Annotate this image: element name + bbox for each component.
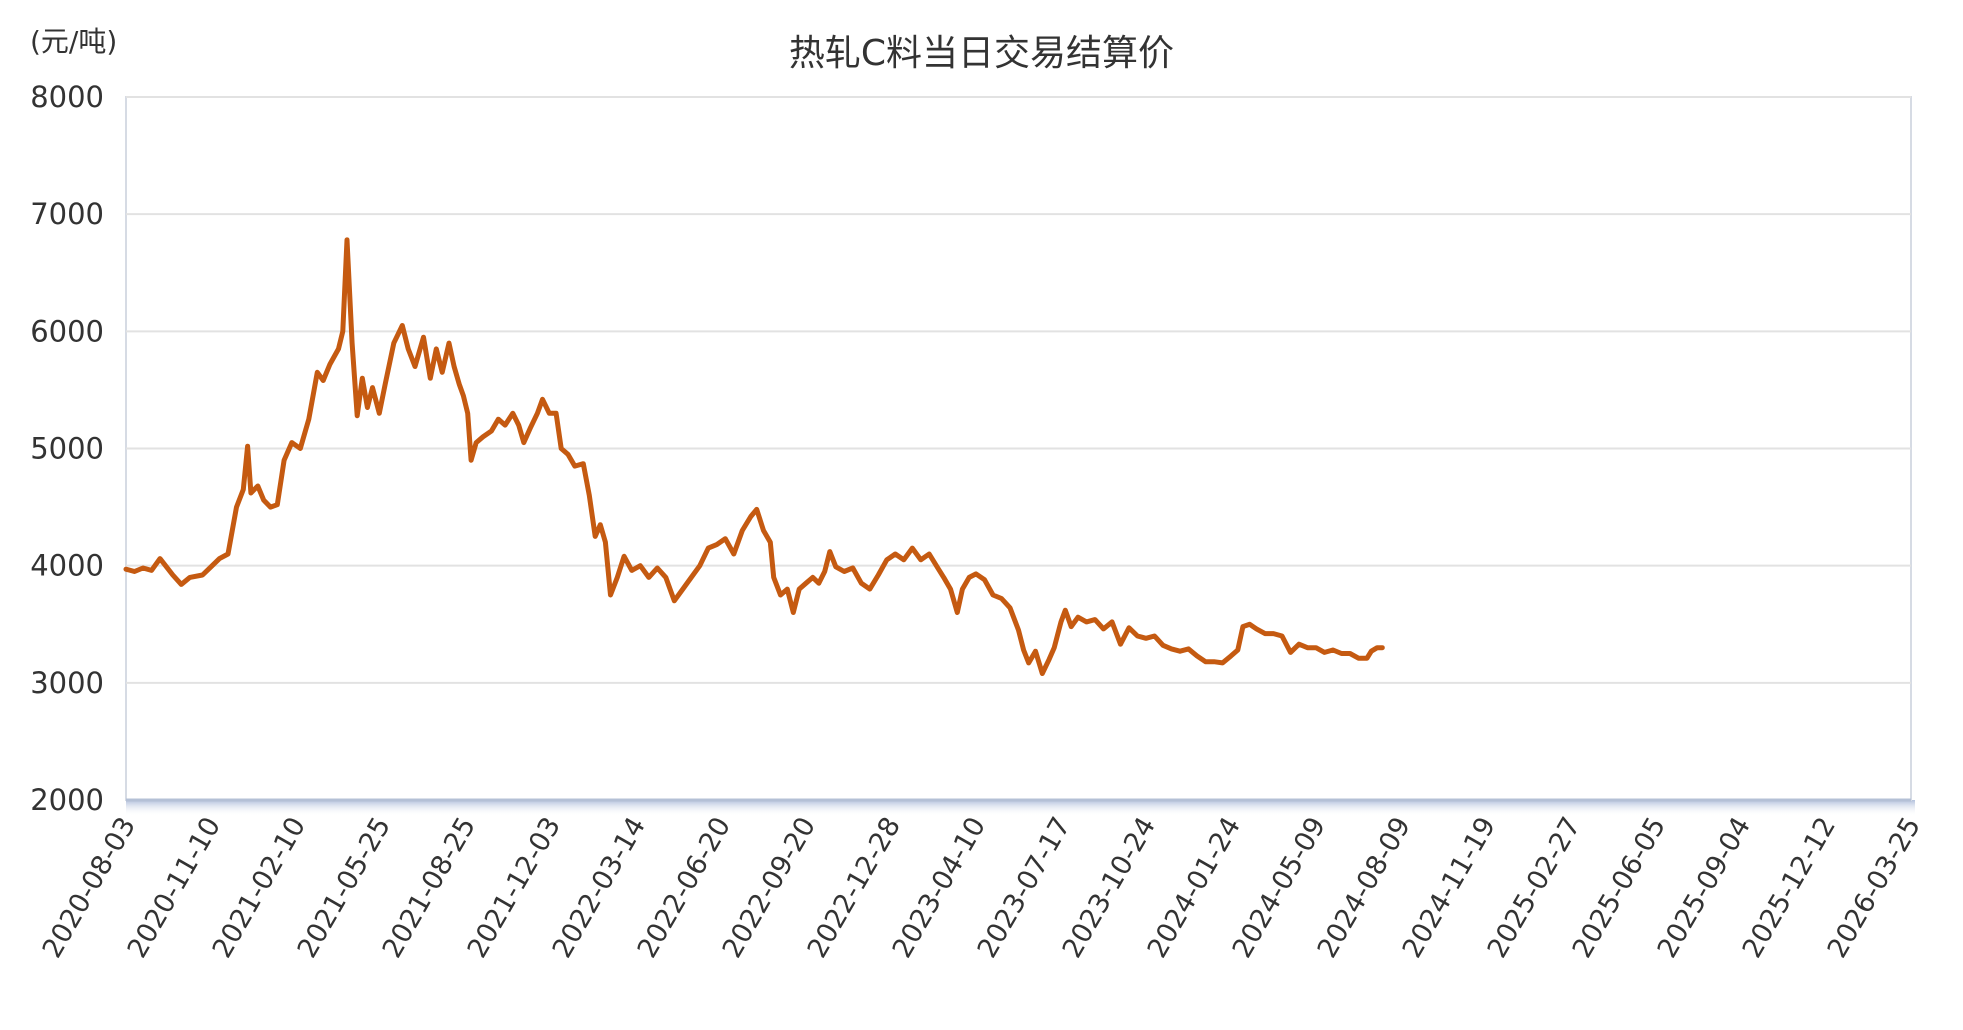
y-tick-label: 2000 xyxy=(30,783,104,817)
y-tick-label: 3000 xyxy=(30,666,104,700)
y-tick-label: 6000 xyxy=(30,314,104,348)
y-axis-unit-label: (元/吨) xyxy=(30,25,118,58)
price-line xyxy=(123,237,1385,676)
y-tick-label: 5000 xyxy=(30,432,104,466)
y-tick-label: 7000 xyxy=(30,197,104,231)
y-tick-label: 8000 xyxy=(30,80,104,114)
chart-title: 热轧C料当日交易结算价 xyxy=(788,33,1175,74)
y-tick-label: 4000 xyxy=(30,549,104,583)
plot-shadow xyxy=(126,800,1915,816)
